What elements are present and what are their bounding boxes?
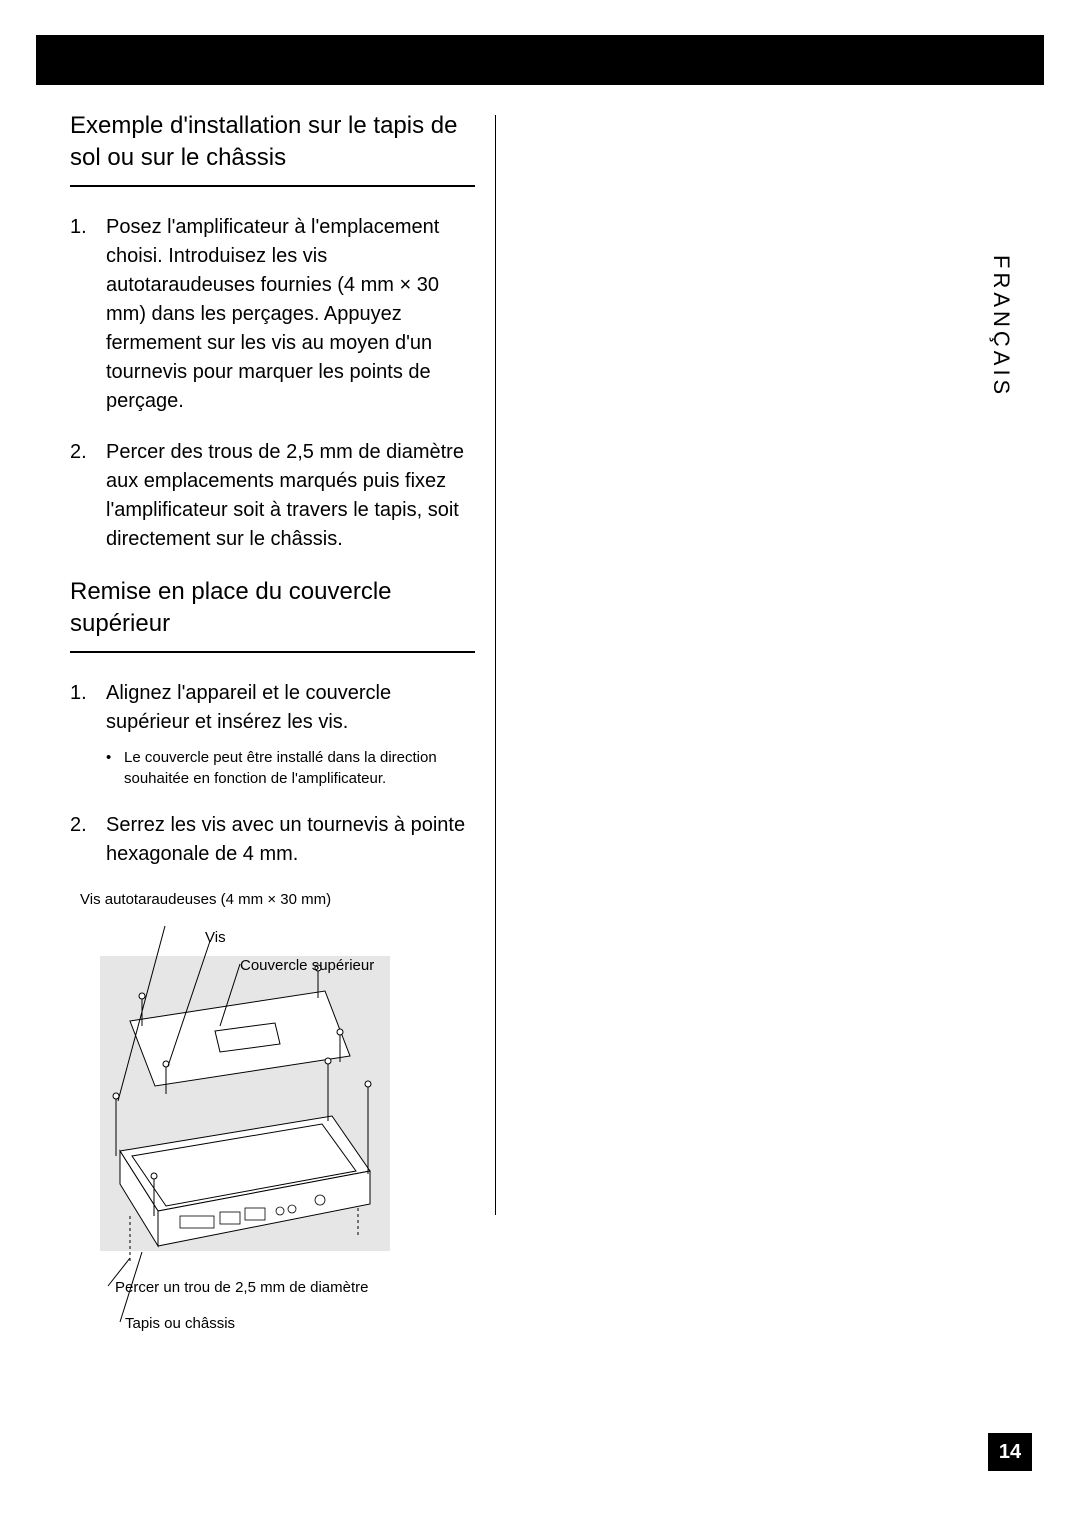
installation-figure: Vis autotaraudeuses (4 mm × 30 mm) bbox=[70, 891, 475, 1336]
figure-label-couvercle: Couvercle supérieur bbox=[240, 956, 374, 976]
section2-item-1-text: Alignez l'appareil et le couvercle supér… bbox=[106, 682, 391, 733]
section1-list: Posez l'amplificateur à l'emplacement ch… bbox=[70, 213, 475, 554]
section2-item-2: Serrez les vis avec un tournevis à point… bbox=[70, 811, 475, 869]
section1-item-1: Posez l'amplificateur à l'emplacement ch… bbox=[70, 213, 475, 416]
language-label: FRANÇAIS bbox=[988, 255, 1014, 398]
section1-title: Exemple d'installation sur le tapis de s… bbox=[70, 110, 475, 175]
figure-label-tapis: Tapis ou châssis bbox=[125, 1314, 235, 1334]
page: FRANÇAIS Exemple d'installation sur le t… bbox=[0, 0, 1080, 1533]
header-bar bbox=[36, 35, 1044, 85]
section2-title: Remise en place du couvercle supérieur bbox=[70, 576, 475, 641]
figure-box: Vis Couvercle supérieur Percer un trou d… bbox=[70, 916, 410, 1336]
figure-label-percer: Percer un trou de 2,5 mm de diamètre bbox=[115, 1278, 415, 1298]
page-number-box: 14 bbox=[988, 1433, 1032, 1471]
section2-list: Alignez l'appareil et le couvercle supér… bbox=[70, 679, 475, 869]
section2-item-1-sub: Le couvercle peut être installé dans la … bbox=[106, 747, 475, 789]
section2-rule bbox=[70, 651, 475, 653]
section1-item-2: Percer des trous de 2,5 mm de diamètre a… bbox=[70, 438, 475, 554]
figure-caption-top: Vis autotaraudeuses (4 mm × 30 mm) bbox=[70, 891, 475, 908]
language-tab: FRANÇAIS bbox=[988, 255, 1032, 420]
section1-rule bbox=[70, 185, 475, 187]
page-number: 14 bbox=[999, 1441, 1021, 1464]
figure-label-vis: Vis bbox=[205, 928, 226, 948]
column-divider bbox=[495, 115, 496, 1215]
main-column: Exemple d'installation sur le tapis de s… bbox=[70, 110, 475, 1336]
section2-item-1: Alignez l'appareil et le couvercle supér… bbox=[70, 679, 475, 789]
section2-item-1-sub-1: Le couvercle peut être installé dans la … bbox=[106, 747, 475, 789]
figure-svg bbox=[70, 916, 410, 1336]
